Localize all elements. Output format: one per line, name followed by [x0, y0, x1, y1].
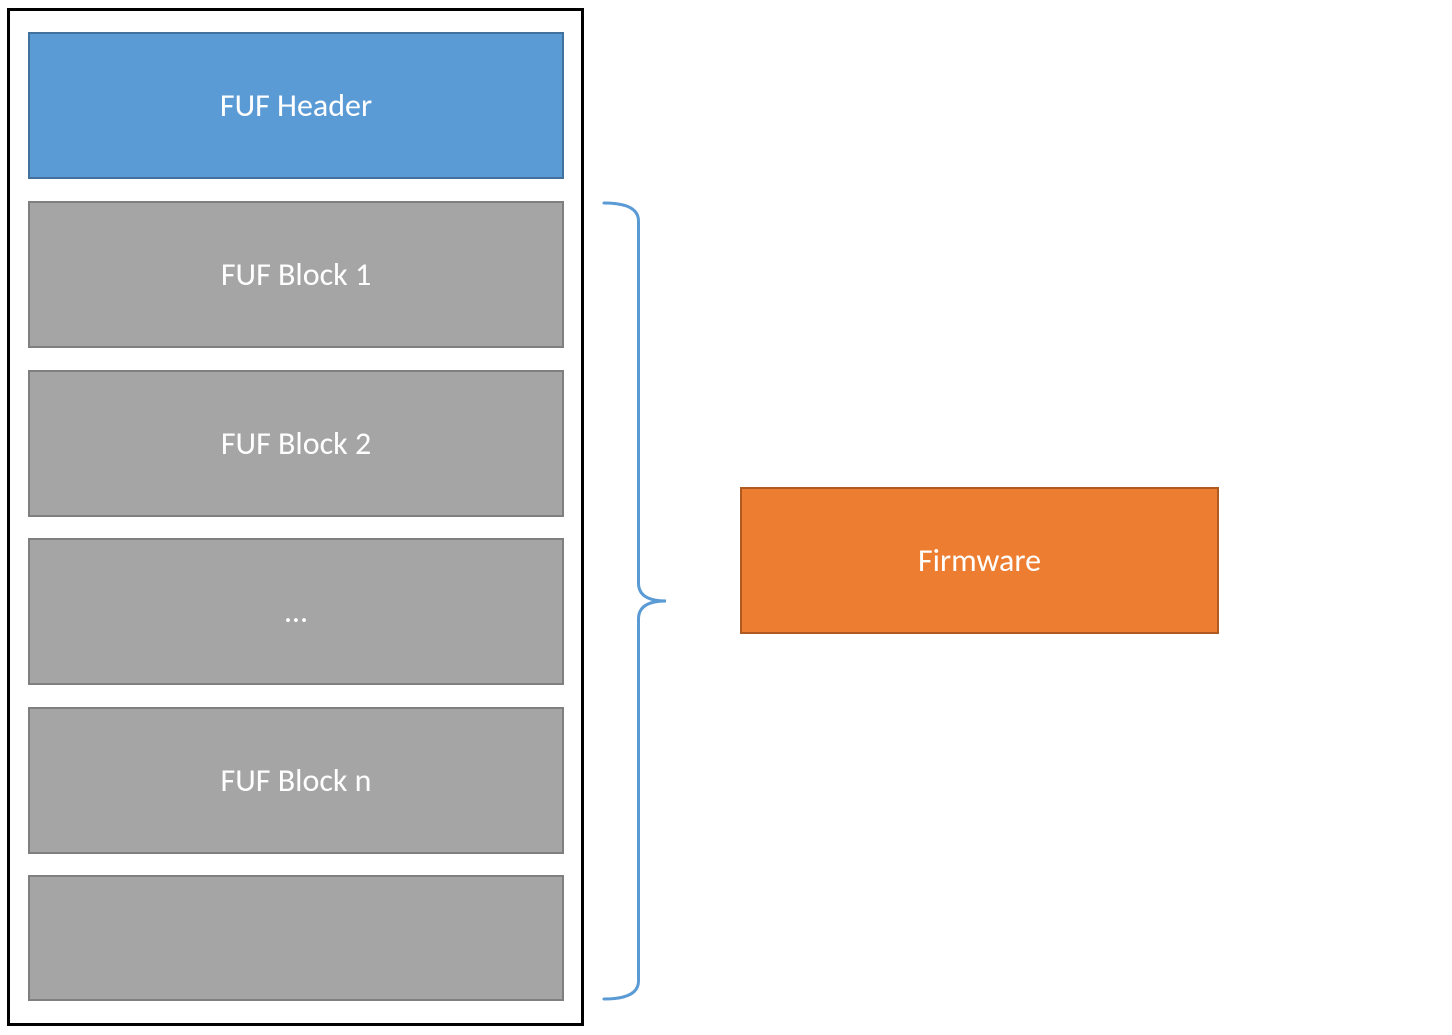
firmware-block: Firmware [740, 487, 1219, 634]
fuf-body-block: FUF Block 2 [28, 370, 564, 517]
fuf-body-block: FUF Block 1 [28, 201, 564, 348]
fuf-header-block: FUF Header [28, 32, 564, 179]
fuf-body-block: … [28, 538, 564, 685]
fuf-body-block-label: FUF Block 2 [221, 424, 371, 463]
fuf-body-block [28, 875, 564, 1001]
firmware-label: Firmware [918, 541, 1041, 580]
fuf-body-block-label: FUF Block 1 [221, 255, 371, 294]
brace-icon [600, 201, 670, 1001]
fuf-body-block: FUF Block n [28, 707, 564, 854]
fuf-body-block-label: FUF Block n [221, 761, 372, 800]
diagram-canvas: FUF Header FUF Block 1 FUF Block 2 … FUF… [0, 0, 1452, 1035]
fuf-body-block-label: … [285, 592, 307, 631]
fuf-header-label: FUF Header [220, 86, 372, 125]
